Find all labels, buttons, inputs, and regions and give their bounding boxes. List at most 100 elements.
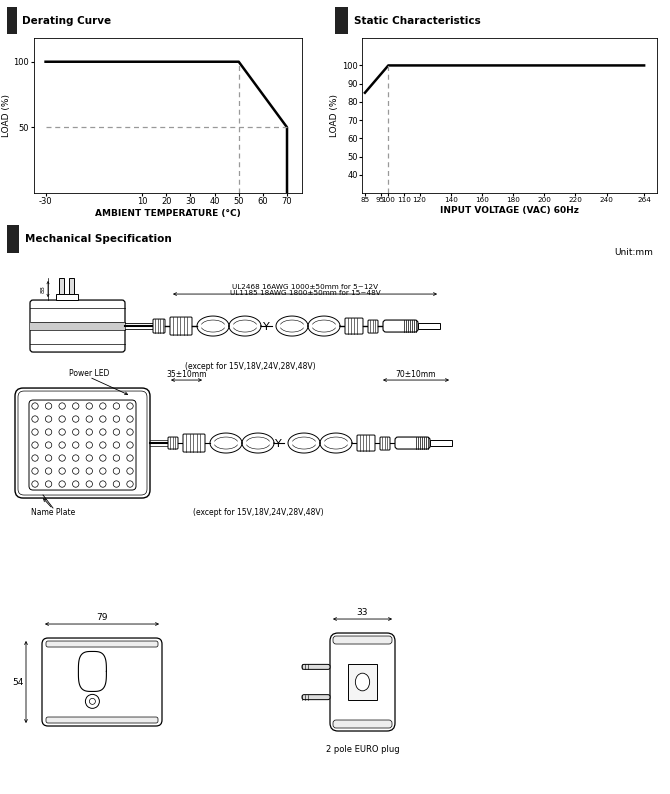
- Text: 70±10mm: 70±10mm: [396, 369, 436, 379]
- Circle shape: [72, 429, 79, 435]
- Circle shape: [85, 695, 99, 708]
- Circle shape: [127, 468, 133, 474]
- Circle shape: [100, 403, 106, 409]
- FancyBboxPatch shape: [46, 717, 158, 723]
- FancyBboxPatch shape: [168, 437, 178, 449]
- Circle shape: [127, 441, 133, 449]
- Text: 2 pole EURO plug: 2 pole EURO plug: [326, 745, 399, 754]
- Text: Name Plate: Name Plate: [31, 507, 75, 517]
- FancyBboxPatch shape: [302, 665, 330, 669]
- Text: 35±10mm: 35±10mm: [166, 369, 207, 379]
- Circle shape: [46, 455, 52, 461]
- Text: Unit:mm: Unit:mm: [614, 248, 653, 257]
- Bar: [69, 278, 74, 294]
- Circle shape: [100, 468, 106, 474]
- Circle shape: [100, 481, 106, 488]
- Text: (except for 15V,18V,24V,28V,48V): (except for 15V,18V,24V,28V,48V): [193, 507, 324, 517]
- Circle shape: [31, 429, 38, 435]
- Circle shape: [72, 416, 79, 422]
- FancyBboxPatch shape: [42, 638, 162, 726]
- FancyBboxPatch shape: [153, 319, 165, 333]
- Circle shape: [127, 416, 133, 422]
- Circle shape: [31, 455, 38, 461]
- FancyBboxPatch shape: [368, 320, 378, 333]
- Circle shape: [86, 403, 92, 409]
- Circle shape: [46, 429, 52, 435]
- X-axis label: AMBIENT TEMPERATURE (°C): AMBIENT TEMPERATURE (°C): [94, 209, 241, 218]
- Text: Power LED: Power LED: [69, 368, 109, 377]
- Circle shape: [113, 416, 120, 422]
- FancyBboxPatch shape: [335, 7, 348, 34]
- Circle shape: [86, 416, 92, 422]
- FancyBboxPatch shape: [383, 320, 418, 332]
- Text: 79: 79: [96, 612, 108, 622]
- Circle shape: [113, 441, 120, 449]
- Circle shape: [59, 441, 66, 449]
- Circle shape: [127, 429, 133, 435]
- FancyBboxPatch shape: [46, 641, 158, 647]
- FancyBboxPatch shape: [7, 7, 17, 34]
- Circle shape: [72, 455, 79, 461]
- FancyBboxPatch shape: [183, 434, 205, 452]
- Circle shape: [59, 468, 66, 474]
- FancyBboxPatch shape: [380, 437, 390, 450]
- Bar: [418, 323, 440, 329]
- Circle shape: [31, 416, 38, 422]
- Circle shape: [31, 481, 38, 488]
- Circle shape: [86, 441, 92, 449]
- Circle shape: [46, 481, 52, 488]
- Text: UL1185 18AWG 1800±50mm for 15~48V: UL1185 18AWG 1800±50mm for 15~48V: [230, 290, 381, 296]
- Circle shape: [113, 429, 120, 435]
- Circle shape: [113, 468, 120, 474]
- Text: 88: 88: [40, 285, 46, 293]
- FancyBboxPatch shape: [357, 435, 375, 451]
- X-axis label: INPUT VOLTAGE (VAC) 60Hz: INPUT VOLTAGE (VAC) 60Hz: [440, 206, 579, 215]
- Text: (except for 15V,18V,24V,28V,48V): (except for 15V,18V,24V,28V,48V): [185, 361, 316, 371]
- Circle shape: [59, 429, 66, 435]
- Circle shape: [72, 441, 79, 449]
- Text: UL2468 16AWG 1000±50mm for 5~12V: UL2468 16AWG 1000±50mm for 5~12V: [232, 284, 378, 290]
- Circle shape: [46, 416, 52, 422]
- Circle shape: [86, 429, 92, 435]
- Circle shape: [113, 403, 120, 409]
- Circle shape: [127, 455, 133, 461]
- Circle shape: [59, 455, 66, 461]
- Circle shape: [100, 416, 106, 422]
- Circle shape: [127, 481, 133, 488]
- Circle shape: [100, 455, 106, 461]
- Bar: [56, 294, 78, 300]
- Circle shape: [72, 481, 79, 488]
- FancyBboxPatch shape: [345, 318, 363, 334]
- Circle shape: [46, 441, 52, 449]
- FancyBboxPatch shape: [15, 388, 150, 498]
- FancyBboxPatch shape: [30, 300, 125, 352]
- Circle shape: [46, 403, 52, 409]
- Ellipse shape: [355, 673, 370, 691]
- Text: 54: 54: [12, 677, 23, 687]
- Circle shape: [100, 429, 106, 435]
- Bar: [59, 278, 64, 294]
- FancyBboxPatch shape: [29, 400, 136, 490]
- Y-axis label: LOAD (%): LOAD (%): [2, 94, 11, 137]
- Bar: [348, 665, 377, 700]
- FancyBboxPatch shape: [7, 225, 19, 252]
- Circle shape: [46, 468, 52, 474]
- Circle shape: [86, 468, 92, 474]
- Circle shape: [31, 441, 38, 449]
- Text: Y: Y: [263, 322, 269, 332]
- Circle shape: [113, 455, 120, 461]
- FancyBboxPatch shape: [330, 633, 395, 731]
- FancyBboxPatch shape: [170, 317, 192, 335]
- Text: Static Characteristics: Static Characteristics: [354, 16, 480, 25]
- Circle shape: [113, 481, 120, 488]
- FancyBboxPatch shape: [333, 636, 392, 644]
- Circle shape: [72, 468, 79, 474]
- Text: Derating Curve: Derating Curve: [21, 16, 111, 25]
- FancyBboxPatch shape: [302, 695, 330, 700]
- Circle shape: [59, 403, 66, 409]
- Circle shape: [89, 699, 95, 704]
- Y-axis label: LOAD (%): LOAD (%): [330, 94, 339, 137]
- Circle shape: [31, 468, 38, 474]
- Circle shape: [59, 481, 66, 488]
- Circle shape: [86, 455, 92, 461]
